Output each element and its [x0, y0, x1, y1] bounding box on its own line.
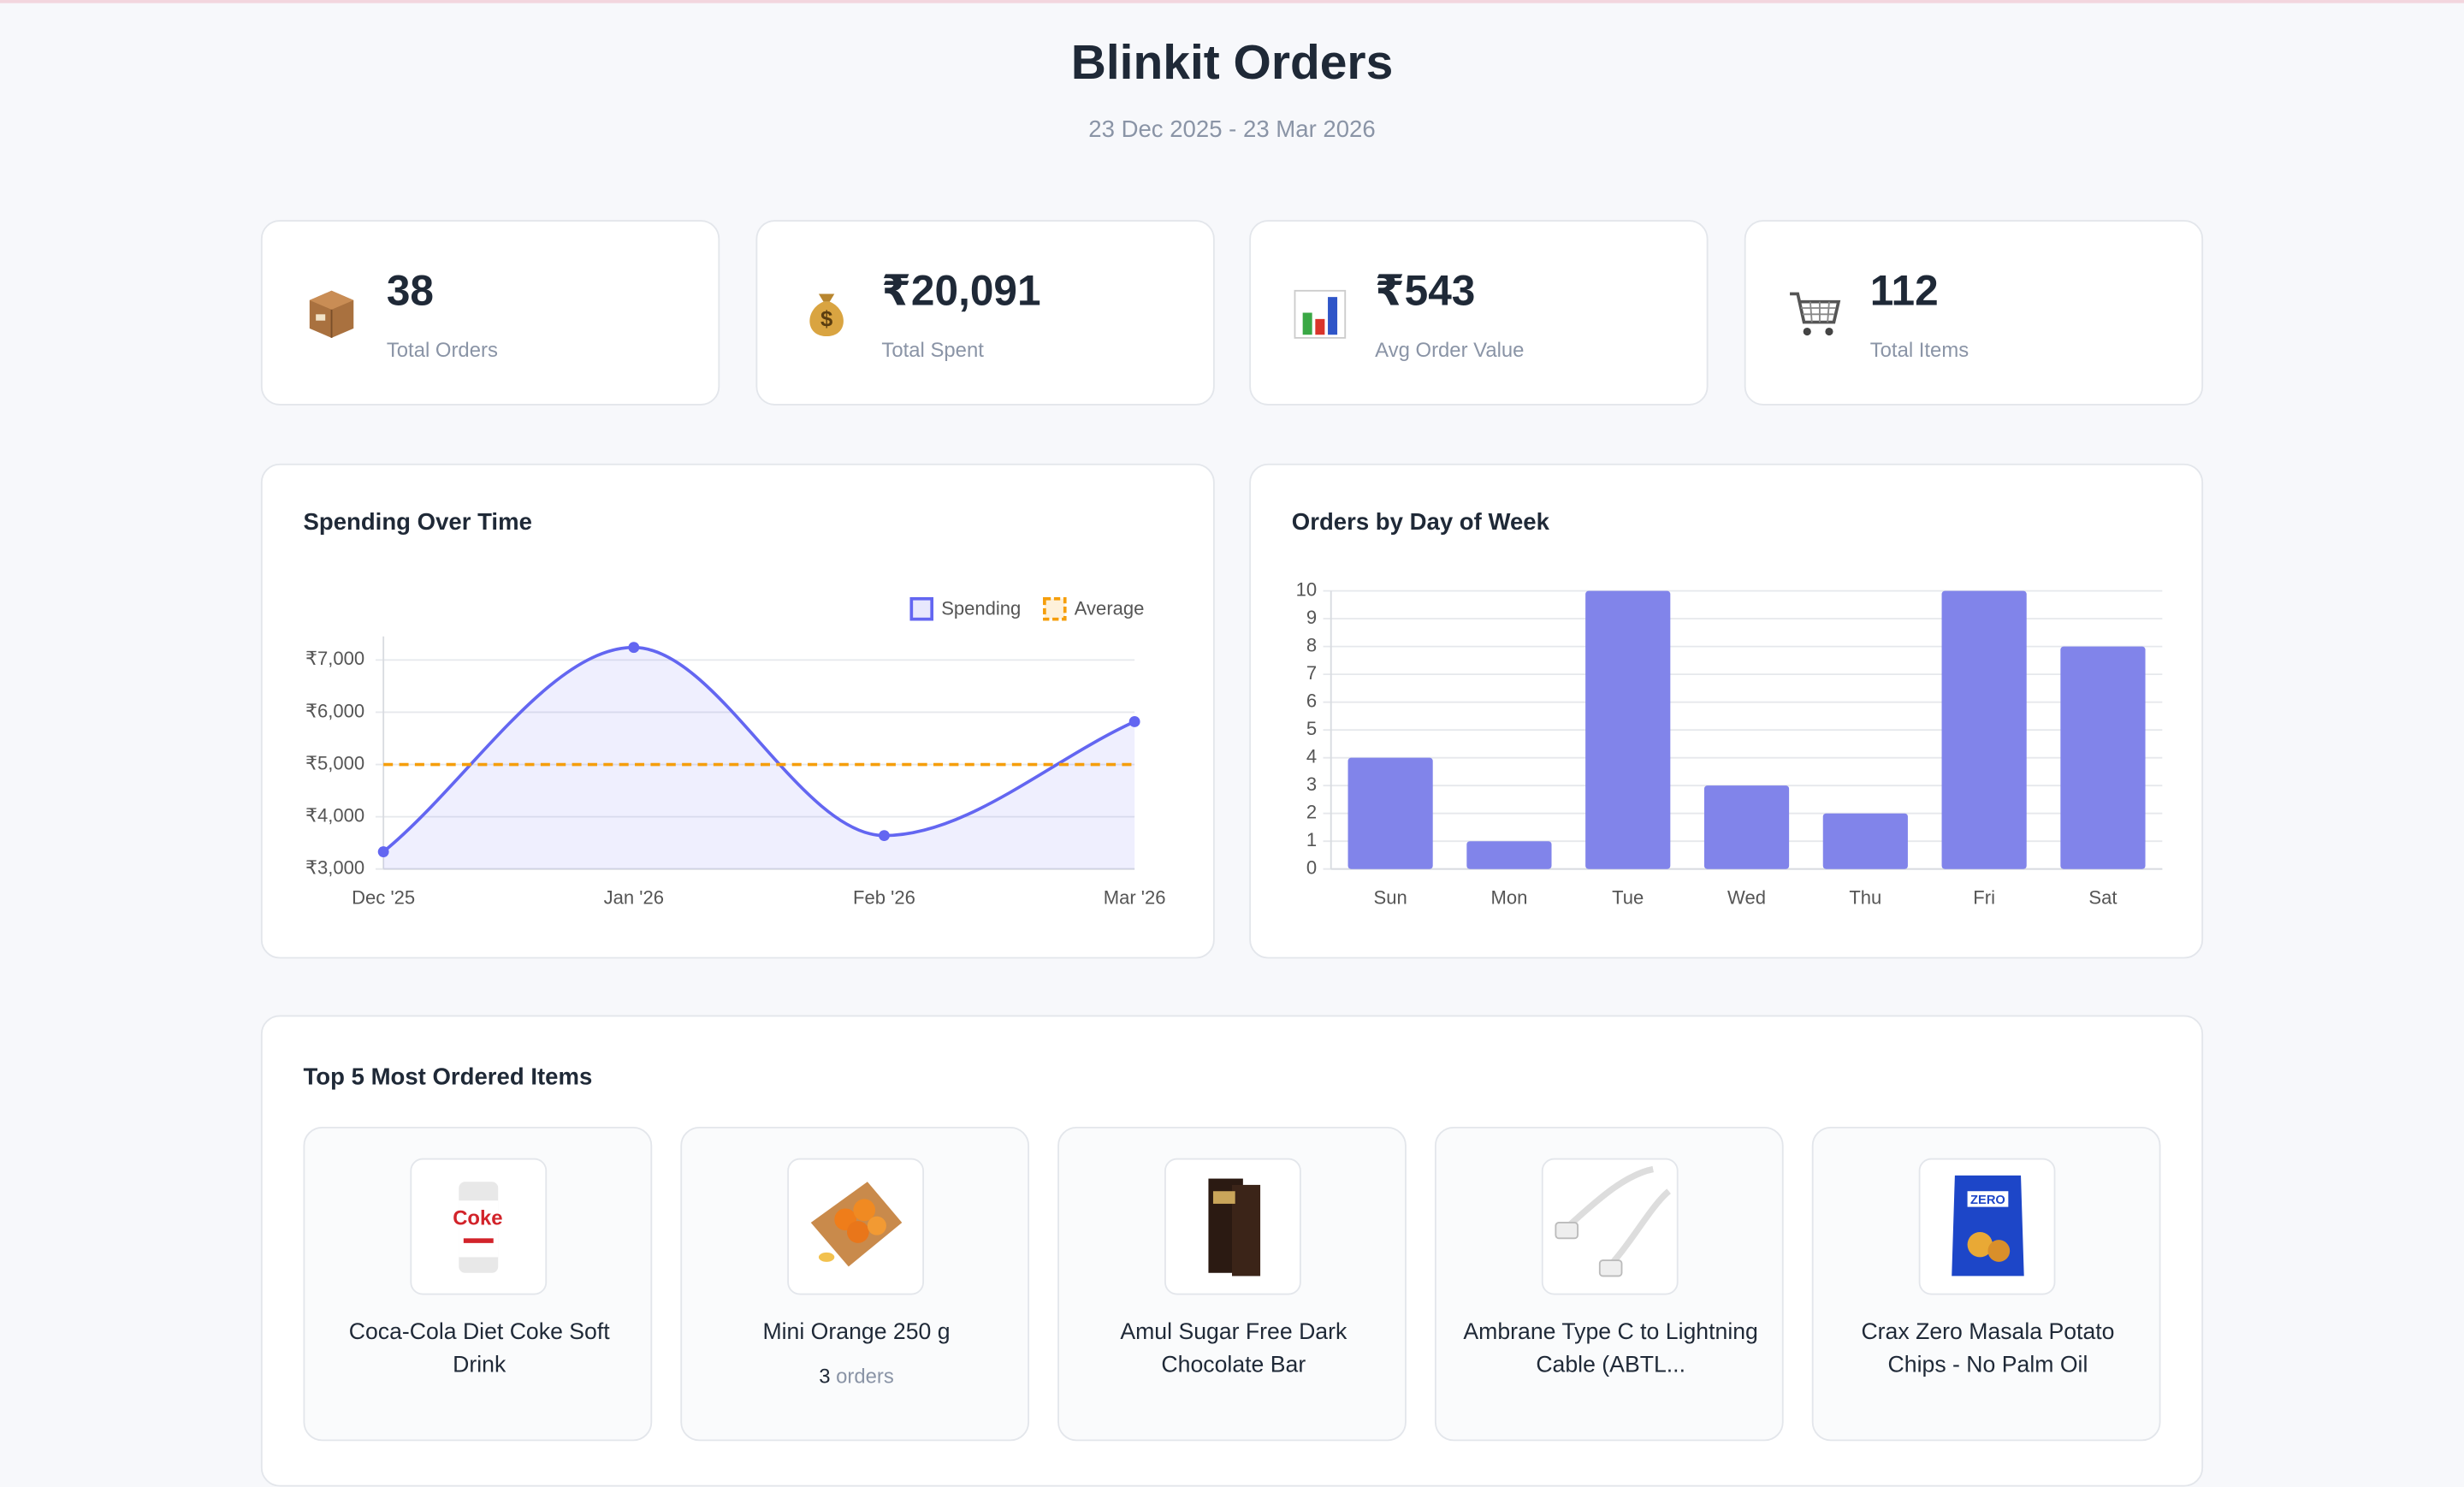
item-name: Ambrane Type C to Lightning Cable (ABTL.…	[1463, 1319, 1758, 1378]
y-tick-label: 5	[1306, 718, 1317, 739]
y-tick-label: 6	[1306, 690, 1317, 711]
item-image	[787, 1158, 925, 1295]
x-tick-label: Wed	[1727, 886, 1766, 908]
item-image	[1541, 1158, 1679, 1295]
y-tick-label: ₹6,000	[305, 700, 364, 721]
item-image: ZERO	[1918, 1158, 2056, 1295]
bar	[1703, 785, 1790, 869]
y-tick-label: ₹3,000	[305, 857, 364, 879]
legend-label: Average	[1075, 597, 1145, 619]
x-tick-label: Tue	[1612, 886, 1644, 908]
chart-icon	[1294, 289, 1347, 339]
stat-label: Avg Order Value	[1375, 337, 1525, 362]
stat-label: Total Spent	[881, 337, 984, 362]
x-tick-label: Jan '26	[604, 886, 664, 908]
area-fill	[383, 647, 1135, 869]
item-card[interactable]: ZERO Crax Zero Masala Potato Chips - No …	[1811, 1126, 2161, 1442]
x-tick-label: Sun	[1374, 886, 1407, 908]
stat-value: 112	[1869, 267, 1939, 315]
bar	[2060, 646, 2146, 869]
y-tick-label: 9	[1306, 607, 1317, 628]
legend-swatch	[1043, 596, 1067, 621]
stat-value: ₹543	[1375, 267, 1476, 315]
order-count-value: 3	[819, 1364, 831, 1388]
stat-value: 38	[386, 267, 435, 315]
y-tick-label: 0	[1306, 857, 1317, 879]
y-tick-label: 2	[1306, 802, 1317, 823]
point	[1128, 716, 1140, 727]
order-count: 3 orders	[682, 1364, 1031, 1388]
point	[879, 830, 890, 842]
bar	[1585, 590, 1671, 869]
stat-label: Total Orders	[386, 337, 498, 362]
section-title: Top 5 Most Ordered Items	[303, 1063, 593, 1091]
item-card[interactable]: Mini Orange 250 g 3 orders	[680, 1126, 1031, 1442]
page-title: Blinkit Orders	[1070, 34, 1394, 90]
y-tick-label: 8	[1306, 634, 1317, 655]
svg-text:$: $	[820, 307, 832, 331]
stat-value: ₹20,091	[881, 267, 1041, 315]
y-tick-label: ₹4,000	[305, 804, 364, 826]
y-tick-label: ₹5,000	[305, 752, 364, 773]
x-tick-label: Dec '25	[352, 886, 415, 908]
item-image	[1164, 1158, 1301, 1295]
item-name: Coca-Cola Diet Coke Soft Drink	[348, 1319, 610, 1378]
order-count-unit: orders	[836, 1364, 894, 1388]
item-card[interactable]: Coke Coca-Cola Diet Coke Soft Drink	[303, 1126, 653, 1442]
y-tick-label: 3	[1306, 773, 1317, 795]
item-name: Crax Zero Masala Potato Chips - No Palm …	[1861, 1319, 2115, 1378]
line	[382, 645, 1135, 853]
chart-card: Orders by Day of Week	[1249, 463, 2204, 959]
point	[377, 846, 389, 857]
chart-title: Spending Over Time	[303, 509, 532, 536]
stat-label: Total Items	[1869, 337, 1969, 362]
cart-icon	[1790, 292, 1841, 336]
bar	[1822, 813, 1908, 869]
stat-card: ₹543 Avg Order Value	[1249, 220, 1709, 406]
x-tick-label: Mon	[1490, 886, 1527, 908]
charts-layer: ₹3,000 ₹4,000 ₹5,000 ₹6,000 ₹7,000 Dec '25 Jan…	[305, 578, 2163, 908]
svg-text:ZERO: ZERO	[1970, 1194, 2005, 1207]
x-tick-label: Thu	[1849, 886, 1881, 908]
stat-card: 38 Total Orders	[260, 220, 720, 406]
item-image: Coke	[410, 1158, 548, 1295]
point	[628, 642, 640, 654]
y-tick-label: ₹7,000	[305, 648, 364, 669]
money-bag-icon: $	[809, 293, 844, 337]
x-tick-label: Feb '26	[853, 886, 915, 908]
legend-swatch	[909, 596, 934, 621]
bar	[1348, 757, 1433, 869]
date-range: 23 Dec 2025 - 23 Mar 2026	[1088, 116, 1376, 144]
legend-label: Spending	[941, 597, 1021, 619]
y-tick-label: 10	[1296, 578, 1318, 600]
bar	[1941, 590, 2027, 869]
svg-text:Coke: Coke	[453, 1207, 502, 1230]
y-tick-label: 4	[1306, 746, 1317, 767]
item-card[interactable]: Ambrane Type C to Lightning Cable (ABTL.…	[1434, 1126, 1784, 1442]
chart-title: Orders by Day of Week	[1291, 509, 1549, 536]
bar	[1466, 841, 1552, 869]
stat-card: $ ₹20,091 Total Spent	[755, 220, 1215, 406]
x-tick-label: Fri	[1973, 886, 1995, 908]
y-tick-label: 1	[1306, 829, 1317, 850]
y-tick-label: 7	[1306, 662, 1317, 684]
x-tick-label: Mar '26	[1104, 886, 1166, 908]
x-tick-label: Sat	[2088, 886, 2117, 908]
chart-card: Spending Over Time	[260, 463, 1215, 959]
stat-card: 112 Total Items	[1744, 220, 2204, 406]
item-name: Mini Orange 250 g	[762, 1319, 951, 1346]
box-icon	[309, 290, 354, 338]
item-name: Amul Sugar Free Dark Chocolate Bar	[1120, 1319, 1348, 1378]
